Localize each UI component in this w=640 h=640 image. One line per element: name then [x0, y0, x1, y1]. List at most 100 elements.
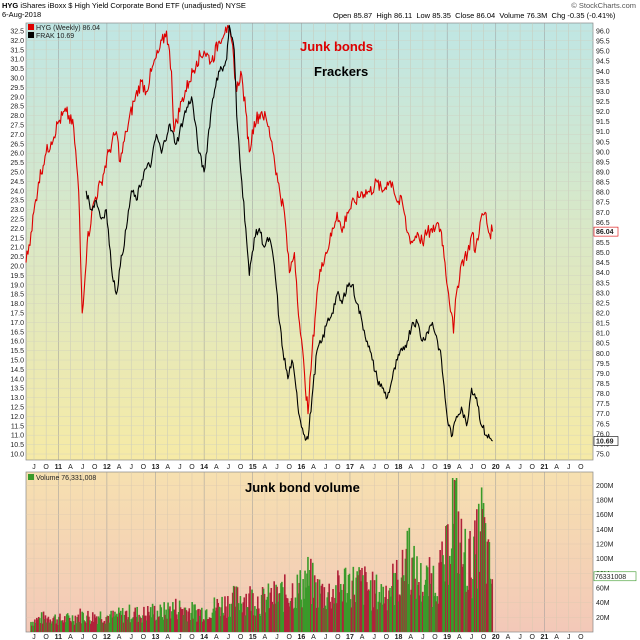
- volume-bar: [93, 614, 96, 632]
- volume-bar: [482, 503, 485, 632]
- series-hyg-line: [25, 24, 494, 415]
- volume-bar: [394, 605, 396, 632]
- x-tick-label: 12: [103, 634, 111, 640]
- volume-bar: [412, 557, 414, 632]
- volume-bar: [316, 579, 319, 632]
- volume-bar: [418, 582, 420, 632]
- volume-bar: [406, 530, 409, 632]
- x-tick-label: J: [129, 464, 133, 471]
- volume-bar: [40, 612, 43, 632]
- chart-header: HYG iShares iBoxx $ High Yield Corporate…: [2, 1, 246, 10]
- right-tick-label: 90.0: [596, 149, 610, 156]
- volume-bar: [166, 618, 168, 632]
- volume-bar: [455, 478, 458, 632]
- volume-bar: [476, 509, 478, 632]
- volume-bar: [362, 575, 364, 632]
- volume-bar: [451, 478, 454, 632]
- volume-bar: [306, 573, 308, 632]
- left-tick-label: 10.0: [10, 452, 24, 459]
- volume-last-tag: 76331008: [595, 574, 626, 581]
- volume-bar: [396, 579, 399, 632]
- left-tick-label: 10.5: [10, 442, 24, 449]
- volume-tick-label: 140M: [596, 527, 614, 534]
- volume-tick-label: 40M: [596, 600, 610, 607]
- volume-bar: [66, 613, 69, 632]
- left-tick-label: 23.5: [10, 198, 24, 205]
- volume-bar: [255, 615, 257, 632]
- right-tick-label: 82.0: [596, 311, 610, 318]
- volume-bar: [78, 621, 81, 632]
- volume-bar: [464, 528, 467, 632]
- right-tick-label: 81.0: [596, 331, 610, 338]
- volume-bar: [176, 619, 179, 632]
- volume-bar: [298, 582, 301, 632]
- left-tick-label: 18.5: [10, 292, 24, 299]
- left-tick-label: 21.0: [10, 245, 24, 252]
- volume-bar: [324, 605, 327, 632]
- volume-bar: [167, 602, 169, 632]
- volume-bar: [243, 597, 246, 632]
- volume-bar: [250, 610, 252, 632]
- volume-bar: [212, 608, 215, 632]
- volume-bar: [219, 616, 221, 632]
- volume-bar: [417, 584, 419, 632]
- volume-bar: [109, 614, 111, 632]
- volume-bar: [474, 520, 476, 632]
- volume-bar: [325, 609, 328, 632]
- chg-value: -0.35 (-0.41%): [567, 11, 616, 20]
- volume-bar: [311, 604, 313, 632]
- x-tick-label: A: [554, 464, 559, 471]
- volume-bar: [410, 589, 413, 632]
- volume-bar: [358, 567, 360, 632]
- volume-bar: [327, 592, 330, 632]
- volume-bar: [208, 617, 211, 632]
- volume-bar: [124, 611, 127, 632]
- right-tick-label: 91.0: [596, 129, 610, 136]
- frak-last-tag-box: [593, 436, 619, 446]
- x-tick-label: A: [165, 634, 170, 640]
- volume-bar: [320, 585, 323, 632]
- volume-bar: [333, 603, 335, 632]
- left-tick-label: 15.0: [10, 358, 24, 365]
- volume-bar: [115, 615, 117, 632]
- volume-bar: [292, 608, 295, 632]
- volume-bar: [463, 552, 466, 632]
- volume-bar: [332, 588, 334, 632]
- volume-bar: [361, 567, 363, 632]
- volume-bar: [378, 591, 381, 632]
- x-tick-label: J: [324, 464, 328, 471]
- volume-bar: [110, 610, 112, 632]
- volume-bar: [121, 607, 124, 632]
- volume-bar: [478, 571, 481, 632]
- volume-bar: [91, 612, 94, 632]
- volume-bar: [53, 616, 55, 632]
- left-tick-label: 16.5: [10, 329, 24, 336]
- volume-bar: [99, 611, 102, 632]
- legend-hyg-swatch: [28, 24, 34, 30]
- x-tick-label: 16: [297, 634, 305, 640]
- volume-bar: [350, 607, 353, 632]
- volume-bar: [31, 625, 33, 632]
- volume-bar: [77, 614, 80, 632]
- volume-bar: [479, 531, 482, 632]
- volume-bar: [175, 614, 178, 632]
- volume-bar: [187, 611, 190, 632]
- right-tick-label: 95.5: [596, 39, 610, 46]
- x-tick-label: J: [421, 464, 425, 471]
- right-tick-label: 76.5: [596, 421, 610, 428]
- volume-bar: [421, 591, 424, 632]
- x-tick-label: A: [311, 634, 316, 640]
- volume-bar: [304, 570, 306, 632]
- volume-bar: [111, 617, 113, 632]
- volume-bar: [34, 619, 36, 632]
- volume-bar: [388, 590, 390, 632]
- volume-bar: [433, 596, 436, 632]
- x-tick-label: J: [518, 634, 522, 640]
- volume-bar: [86, 615, 88, 632]
- volume-bar: [285, 597, 288, 632]
- x-tick-label: O: [238, 634, 244, 640]
- volume-bar: [301, 607, 303, 632]
- hyg-last-tag: 86.04: [596, 229, 614, 236]
- annotation-frackers: Frackers: [314, 64, 368, 79]
- volume-bar: [186, 621, 189, 632]
